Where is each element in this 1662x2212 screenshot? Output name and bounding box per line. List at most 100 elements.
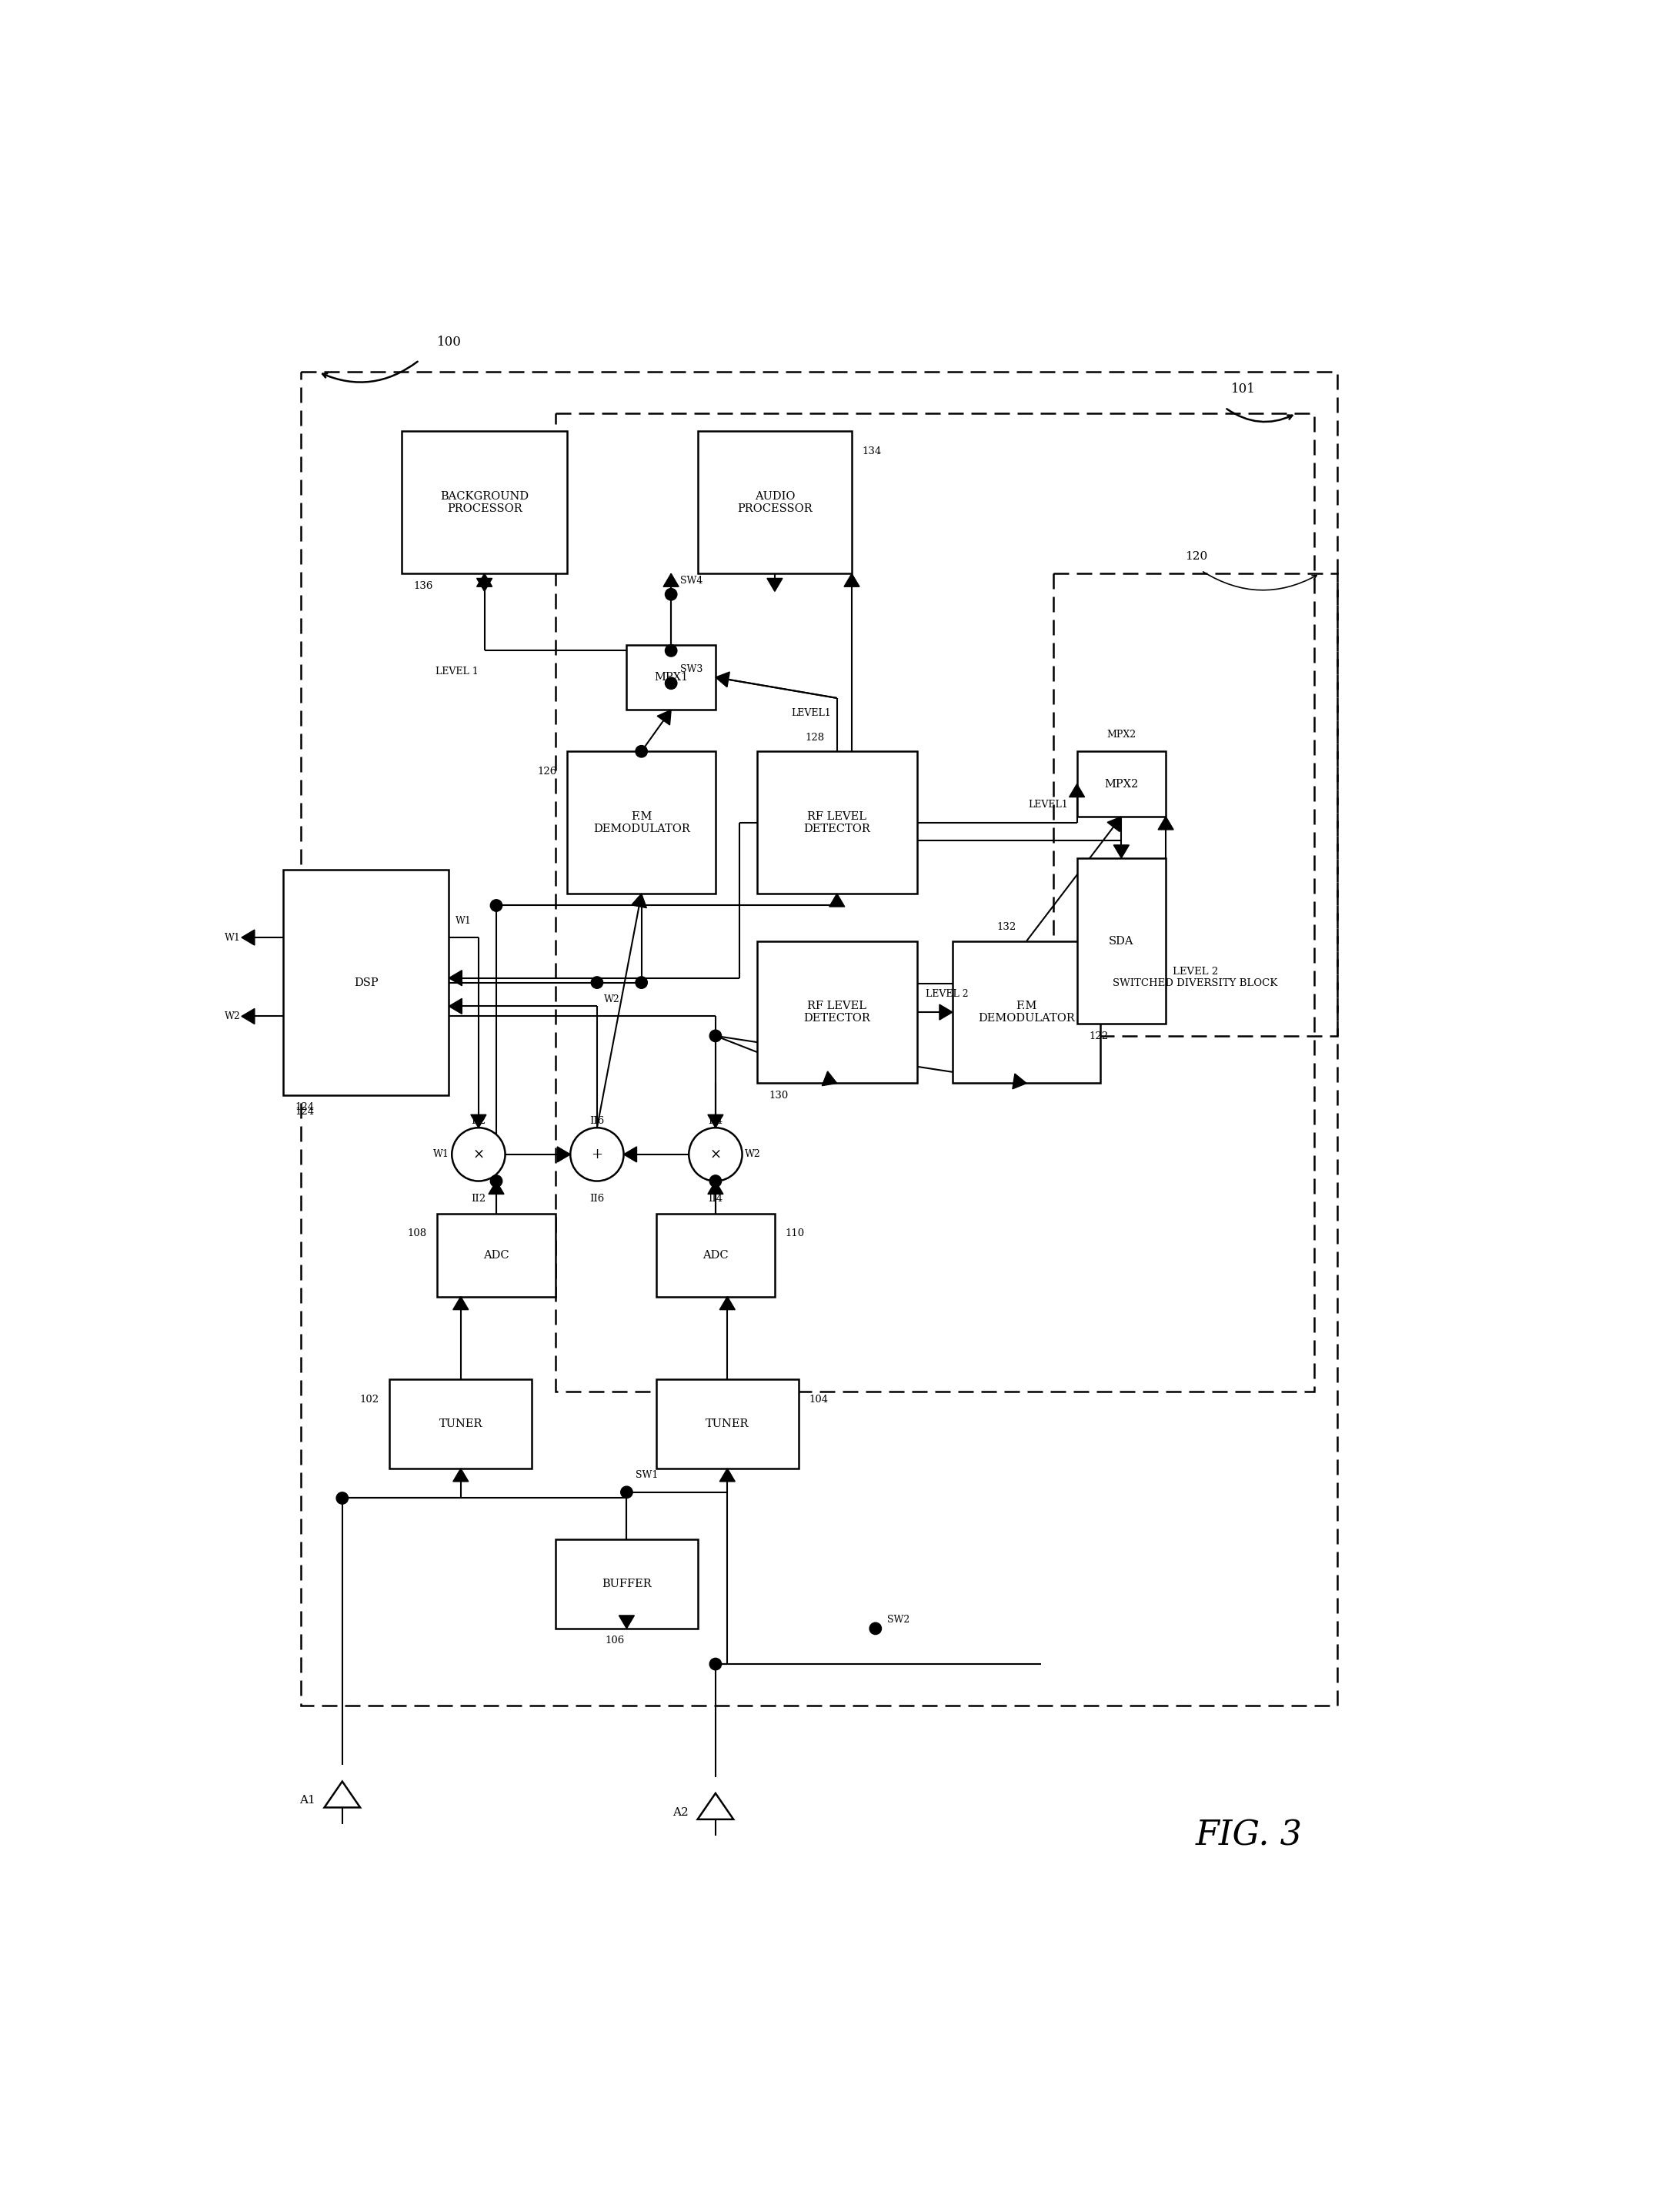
- Text: F.M
DEMODULATOR: F.M DEMODULATOR: [593, 812, 690, 834]
- Circle shape: [635, 978, 648, 989]
- Circle shape: [620, 1486, 633, 1498]
- Bar: [437, 1214, 555, 1296]
- Polygon shape: [1069, 783, 1085, 796]
- Polygon shape: [716, 672, 730, 688]
- Polygon shape: [632, 894, 647, 907]
- Circle shape: [665, 677, 676, 690]
- Text: 124: 124: [294, 1106, 314, 1117]
- Text: W2: W2: [224, 1011, 241, 1022]
- Polygon shape: [449, 971, 462, 987]
- Text: F.M
DEMODULATOR: F.M DEMODULATOR: [979, 1000, 1075, 1024]
- Text: LEVEL 2: LEVEL 2: [926, 989, 969, 1000]
- Text: AUDIO
PROCESSOR: AUDIO PROCESSOR: [738, 491, 813, 513]
- Polygon shape: [618, 1615, 635, 1628]
- Polygon shape: [477, 577, 492, 591]
- Polygon shape: [1012, 1073, 1027, 1088]
- Circle shape: [710, 1659, 721, 1670]
- Polygon shape: [454, 1469, 469, 1482]
- Text: TUNER: TUNER: [439, 1418, 482, 1429]
- Text: MPX2: MPX2: [1104, 779, 1138, 790]
- Bar: [1077, 752, 1165, 816]
- Text: RF LEVEL
DETECTOR: RF LEVEL DETECTOR: [804, 1000, 871, 1024]
- Text: II6: II6: [590, 1115, 605, 1126]
- Text: W2: W2: [603, 995, 620, 1004]
- Polygon shape: [449, 998, 462, 1013]
- Polygon shape: [708, 1115, 723, 1128]
- Circle shape: [635, 745, 648, 757]
- Text: 126: 126: [537, 765, 557, 776]
- Circle shape: [710, 1031, 721, 1042]
- Bar: [301, 372, 1338, 1705]
- Text: 102: 102: [359, 1394, 379, 1405]
- Text: ADC: ADC: [703, 1250, 728, 1261]
- Bar: [698, 431, 851, 573]
- Text: ×: ×: [472, 1148, 484, 1161]
- Text: W1: W1: [224, 933, 241, 942]
- Text: 124: 124: [294, 1102, 314, 1113]
- Text: BACKGROUND
PROCESSOR: BACKGROUND PROCESSOR: [440, 491, 529, 513]
- Text: SW2: SW2: [888, 1615, 909, 1624]
- Bar: [952, 940, 1100, 1084]
- Text: II4: II4: [708, 1115, 723, 1126]
- Circle shape: [688, 1128, 743, 1181]
- Text: SW4: SW4: [680, 575, 703, 586]
- Text: II6: II6: [590, 1194, 605, 1203]
- Bar: [555, 414, 1315, 1391]
- Circle shape: [665, 588, 676, 599]
- Text: TUNER: TUNER: [706, 1418, 750, 1429]
- Polygon shape: [454, 1296, 469, 1310]
- Text: W2: W2: [745, 1150, 761, 1159]
- Text: 100: 100: [437, 336, 462, 349]
- Text: +: +: [592, 1148, 603, 1161]
- Text: 108: 108: [407, 1228, 427, 1239]
- Polygon shape: [470, 1115, 487, 1128]
- Polygon shape: [698, 1794, 733, 1818]
- Text: 132: 132: [997, 922, 1017, 931]
- Text: ADC: ADC: [484, 1250, 509, 1261]
- Polygon shape: [663, 573, 678, 586]
- Polygon shape: [477, 573, 492, 586]
- Text: 106: 106: [605, 1635, 625, 1646]
- Bar: [656, 1214, 774, 1296]
- Circle shape: [490, 1175, 502, 1188]
- Bar: [389, 1380, 532, 1469]
- Text: BUFFER: BUFFER: [602, 1579, 652, 1590]
- Text: 134: 134: [863, 447, 883, 456]
- Text: RF LEVEL
DETECTOR: RF LEVEL DETECTOR: [804, 812, 871, 834]
- Polygon shape: [623, 1146, 637, 1161]
- Text: FIG. 3: FIG. 3: [1195, 1818, 1303, 1851]
- Text: A1: A1: [299, 1794, 316, 1805]
- Text: 120: 120: [1185, 551, 1207, 562]
- Bar: [555, 1540, 698, 1628]
- Polygon shape: [939, 1004, 952, 1020]
- Bar: [1054, 573, 1338, 1035]
- Polygon shape: [720, 1469, 735, 1482]
- Circle shape: [570, 1128, 623, 1181]
- Bar: [402, 431, 567, 573]
- Polygon shape: [768, 577, 783, 591]
- Circle shape: [869, 1624, 881, 1635]
- Text: 110: 110: [786, 1228, 804, 1239]
- Bar: [567, 752, 716, 894]
- Text: ×: ×: [710, 1148, 721, 1161]
- Text: LEVEL 2
SWITCHED DIVERSITY BLOCK: LEVEL 2 SWITCHED DIVERSITY BLOCK: [1114, 967, 1278, 989]
- Circle shape: [710, 1175, 721, 1188]
- Polygon shape: [1107, 816, 1122, 832]
- Circle shape: [665, 644, 676, 657]
- Polygon shape: [656, 710, 671, 726]
- Bar: [283, 869, 449, 1095]
- Polygon shape: [829, 894, 844, 907]
- Bar: [756, 752, 917, 894]
- Text: LEVEL 1: LEVEL 1: [435, 666, 479, 677]
- Text: 130: 130: [770, 1091, 788, 1099]
- Polygon shape: [823, 1071, 838, 1086]
- Polygon shape: [708, 1181, 723, 1194]
- Text: MPX2: MPX2: [1107, 730, 1137, 739]
- Polygon shape: [1114, 845, 1128, 858]
- Text: 122: 122: [1089, 1031, 1109, 1042]
- Circle shape: [336, 1493, 347, 1504]
- Circle shape: [490, 900, 502, 911]
- Text: SW3: SW3: [680, 664, 703, 675]
- Circle shape: [592, 978, 603, 989]
- Text: 104: 104: [809, 1394, 828, 1405]
